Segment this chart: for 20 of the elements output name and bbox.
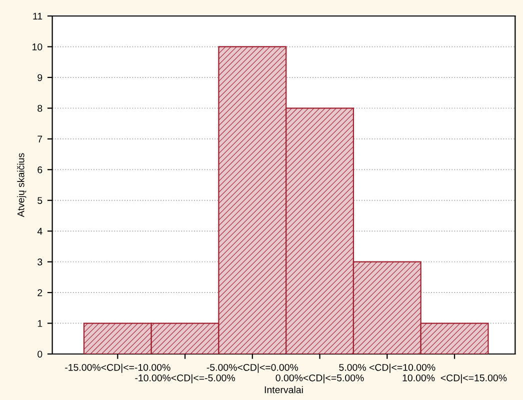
x-tick-label: 5.00% <CD|<=10.00% <box>339 364 436 373</box>
y-tick-label: 10 <box>32 43 42 50</box>
y-tick-label: 11 <box>33 12 42 20</box>
y-tick-label: 4 <box>37 228 42 235</box>
y-tick-label: 0 <box>38 350 42 358</box>
y-axis-title: Atvejų skaičius <box>17 153 26 218</box>
y-tick-label: 1 <box>38 320 42 327</box>
y-tick-label: 2 <box>38 289 42 296</box>
x-tick-label: 0.00%<CD|<=5.00% <box>276 374 364 384</box>
y-tick-label: 3 <box>38 258 42 266</box>
y-tick-label: 7 <box>38 136 42 142</box>
x-axis-title: Intervalai <box>264 386 303 394</box>
y-tick-label: 6 <box>38 166 42 174</box>
x-tick-label: -15.00%<CD|<=-10.00% <box>65 364 170 373</box>
x-tick-label: 10.00% <CD|<=15.00% <box>402 374 507 384</box>
x-tick-label: -5.00%<CD|<=0.00% <box>206 364 298 373</box>
y-tick-label: 9 <box>38 74 42 82</box>
x-tick-label: -10.00%<CD|<=-5.00% <box>135 374 235 384</box>
y-tick-label: 8 <box>38 104 42 112</box>
y-tick-label: 5 <box>38 197 42 204</box>
